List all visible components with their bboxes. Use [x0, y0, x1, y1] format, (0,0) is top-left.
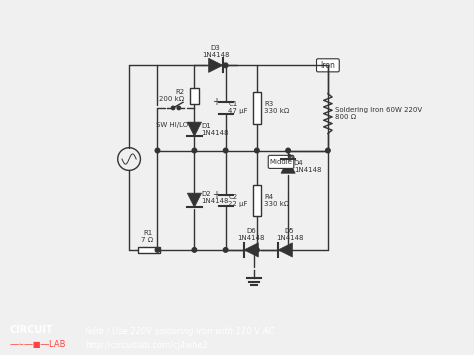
Bar	[190, 88, 199, 104]
Polygon shape	[187, 193, 201, 207]
Polygon shape	[209, 58, 223, 72]
Bar	[253, 92, 261, 124]
Text: R4
330 kΩ: R4 330 kΩ	[264, 194, 289, 207]
Text: D5
1N4148: D5 1N4148	[276, 228, 303, 241]
Text: C2
22 μF: C2 22 μF	[228, 194, 248, 207]
Circle shape	[155, 148, 160, 153]
Circle shape	[172, 106, 175, 110]
Text: R1
7 Ω: R1 7 Ω	[141, 230, 154, 243]
Text: C1
47 μF: C1 47 μF	[228, 102, 248, 114]
Polygon shape	[244, 243, 258, 257]
Text: +: +	[212, 190, 220, 200]
Text: D4
1N4148: D4 1N4148	[294, 160, 321, 173]
Circle shape	[223, 148, 228, 153]
Text: http://circuitlab.com/cj4whe2: http://circuitlab.com/cj4whe2	[85, 340, 208, 350]
Text: D1
1N4148: D1 1N4148	[201, 123, 229, 136]
Circle shape	[192, 248, 197, 252]
Text: R2
200 kΩ: R2 200 kΩ	[159, 89, 184, 102]
Polygon shape	[281, 159, 295, 173]
Text: D2
1N4148: D2 1N4148	[201, 191, 229, 204]
Circle shape	[286, 148, 291, 153]
Circle shape	[326, 148, 330, 153]
FancyBboxPatch shape	[268, 155, 294, 168]
Text: febb / Use 220V soldering iron with 110 V AC: febb / Use 220V soldering iron with 110 …	[85, 327, 274, 337]
Circle shape	[155, 248, 160, 252]
Text: R3
330 kΩ: R3 330 kΩ	[264, 102, 289, 114]
Circle shape	[255, 148, 259, 153]
Text: —∼―■―LAB: —∼―■―LAB	[9, 340, 66, 349]
Text: CIRCUIT: CIRCUIT	[9, 325, 53, 335]
Text: D6
1N4148: D6 1N4148	[237, 228, 265, 241]
Circle shape	[177, 106, 181, 110]
Circle shape	[286, 248, 291, 252]
Circle shape	[255, 248, 259, 252]
Bar	[137, 246, 160, 253]
Bar	[253, 185, 261, 216]
Text: Iron: Iron	[320, 61, 335, 70]
Circle shape	[223, 63, 228, 67]
Text: D3
1N4148: D3 1N4148	[202, 45, 229, 58]
Text: +: +	[212, 97, 220, 107]
FancyBboxPatch shape	[317, 59, 339, 72]
Circle shape	[223, 248, 228, 252]
Text: SW HI/LOW: SW HI/LOW	[156, 122, 195, 128]
Polygon shape	[278, 243, 292, 257]
Text: Soldering Iron 60W 220V
800 Ω: Soldering Iron 60W 220V 800 Ω	[335, 107, 422, 120]
Polygon shape	[187, 122, 201, 136]
Circle shape	[192, 148, 197, 153]
Text: Middle: Middle	[270, 159, 292, 165]
